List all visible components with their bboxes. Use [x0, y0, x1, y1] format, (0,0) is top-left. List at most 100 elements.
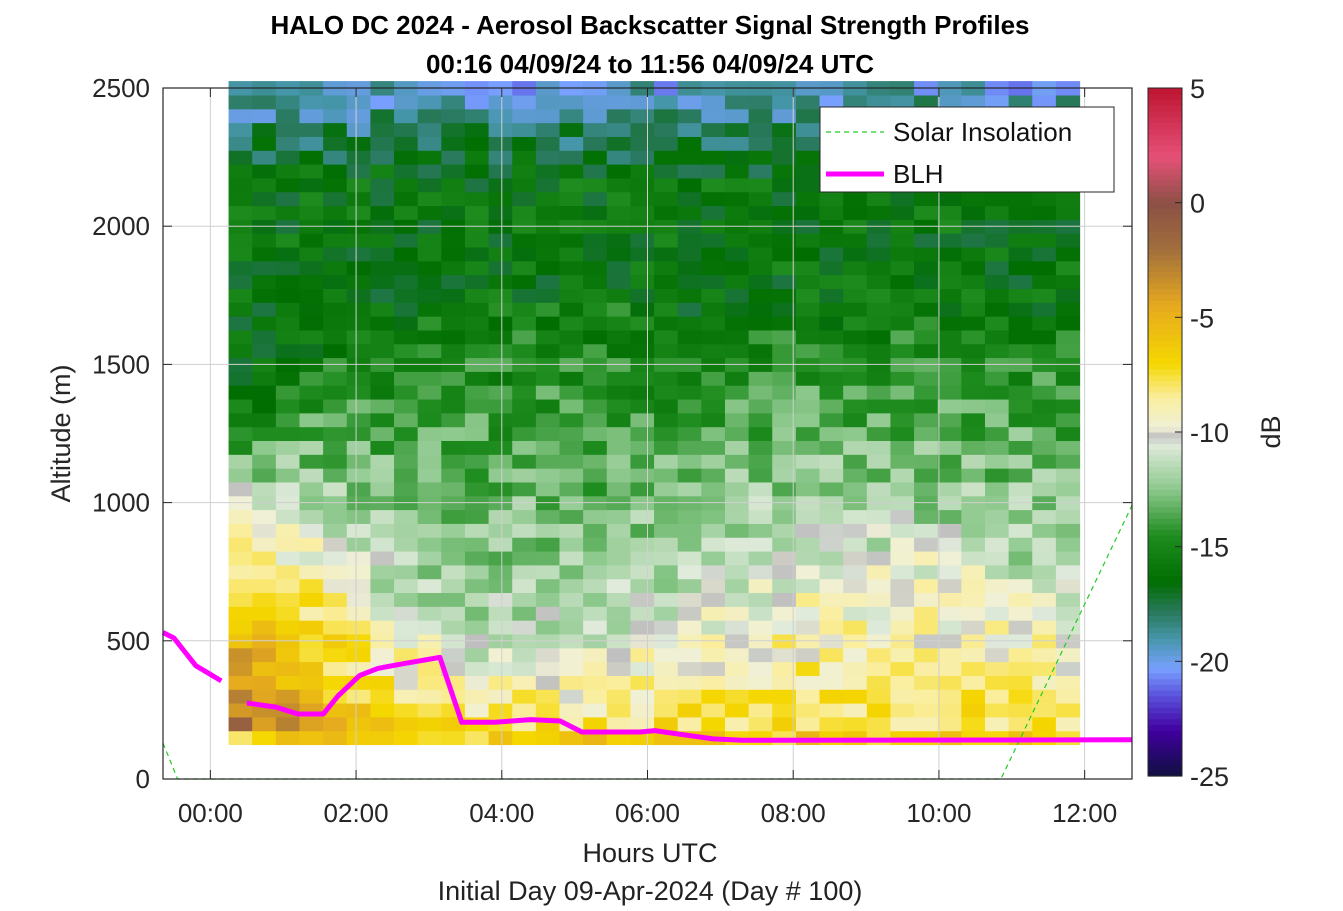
heatmap-cell: [252, 274, 277, 289]
heatmap-cell: [228, 481, 253, 497]
heatmap-cell: [299, 592, 324, 607]
heatmap-cell: [559, 329, 584, 345]
heatmap-cell: [772, 564, 797, 580]
heatmap-cell: [866, 550, 892, 566]
heatmap-cell: [961, 412, 986, 428]
heatmap-cell: [394, 537, 419, 552]
heatmap-cell: [512, 371, 537, 386]
heatmap-cell: [370, 592, 395, 607]
heatmap-cell: [583, 468, 608, 483]
heatmap-cell: [252, 122, 277, 137]
heatmap-cell: [275, 164, 301, 179]
heatmap-cell: [275, 426, 301, 442]
heatmap-cell: [772, 343, 797, 359]
heatmap-cell: [677, 647, 702, 663]
heatmap-cell: [346, 509, 371, 524]
heatmap-cell: [346, 468, 371, 483]
heatmap-cell: [1055, 260, 1081, 276]
heatmap-cell: [299, 537, 324, 552]
colorbar-segment: [1148, 386, 1182, 393]
heatmap-cell: [417, 550, 442, 566]
heatmap-cell: [843, 550, 868, 566]
colorbar-segment: [1148, 753, 1182, 760]
heatmap-cell: [252, 150, 277, 165]
colorbar-segment: [1148, 93, 1182, 101]
heatmap-cell: [488, 150, 513, 165]
heatmap-cell: [724, 385, 750, 400]
colorbar-segment: [1148, 724, 1182, 731]
colorbar-segment: [1148, 196, 1182, 204]
heatmap-cell: [583, 620, 608, 635]
heatmap-cell: [1055, 578, 1081, 594]
heatmap-cell: [228, 205, 253, 220]
heatmap-cell: [559, 136, 584, 151]
colorbar-segment: [1148, 598, 1182, 605]
heatmap-cell: [228, 454, 253, 469]
heatmap-cell: [323, 440, 348, 455]
heatmap-cell: [583, 509, 608, 524]
heatmap-cell: [677, 550, 702, 566]
heatmap-cell: [701, 468, 726, 483]
heatmap-cell: [701, 233, 726, 248]
heatmap-cell: [488, 426, 513, 442]
heatmap-cell: [323, 564, 348, 580]
heatmap-cell: [346, 716, 371, 732]
heatmap-cell: [464, 675, 490, 690]
heatmap-cell: [724, 371, 750, 386]
heatmap-cell: [984, 592, 1010, 607]
heatmap-cell: [748, 620, 773, 635]
heatmap-cell: [394, 108, 419, 124]
heatmap-cell: [512, 177, 537, 193]
heatmap-cell: [583, 426, 608, 442]
heatmap-cell: [512, 164, 537, 179]
heatmap-cell: [843, 398, 868, 414]
heatmap-cell: [394, 122, 419, 137]
heatmap-cell: [795, 702, 821, 718]
colorbar-segment: [1148, 540, 1182, 548]
heatmap-cell: [394, 412, 419, 428]
heatmap-cell: [984, 288, 1010, 303]
colorbar-segment: [1148, 500, 1182, 508]
colorbar-segment: [1148, 219, 1182, 227]
heatmap-cell: [984, 329, 1010, 345]
heatmap-cell: [701, 108, 726, 124]
heatmap-cell: [772, 122, 797, 137]
heatmap-cell: [1008, 426, 1033, 442]
heatmap-cell: [488, 246, 513, 262]
heatmap-cell: [323, 343, 348, 359]
heatmap-cell: [890, 702, 915, 718]
heatmap-cell: [228, 620, 253, 635]
heatmap-cell: [890, 288, 915, 303]
heatmap-cell: [559, 578, 584, 594]
heatmap-cell: [866, 205, 892, 220]
heatmap-cell: [654, 398, 679, 414]
heatmap-cell: [724, 454, 750, 469]
heatmap-cell: [937, 316, 962, 331]
heatmap-cell: [1055, 481, 1081, 497]
heatmap-cell: [843, 509, 868, 524]
heatmap-cell: [795, 440, 821, 455]
heatmap-cell: [890, 537, 915, 552]
heatmap-cell: [275, 94, 301, 110]
heatmap-cell: [299, 288, 324, 303]
heatmap-cell: [299, 398, 324, 414]
colorbar-segment: [1148, 609, 1182, 617]
heatmap-cell: [937, 661, 962, 676]
heatmap-cell: [772, 702, 797, 718]
heatmap-cell: [795, 205, 821, 220]
heatmap-cell: [275, 246, 301, 262]
heatmap-cell: [795, 302, 821, 317]
heatmap-cell: [772, 578, 797, 594]
heatmap-cell: [394, 164, 419, 179]
legend-blh-label: BLH: [893, 159, 944, 189]
heatmap-cell: [370, 675, 395, 690]
heatmap-cell: [559, 288, 584, 303]
heatmap-cell: [417, 191, 442, 207]
colorbar-segment: [1148, 684, 1182, 691]
heatmap-cell: [370, 440, 395, 455]
heatmap-cell: [914, 716, 939, 732]
heatmap-cell: [394, 329, 419, 345]
heatmap-cell: [394, 481, 419, 497]
heatmap-cell: [961, 620, 986, 635]
heatmap-cell: [677, 94, 702, 110]
